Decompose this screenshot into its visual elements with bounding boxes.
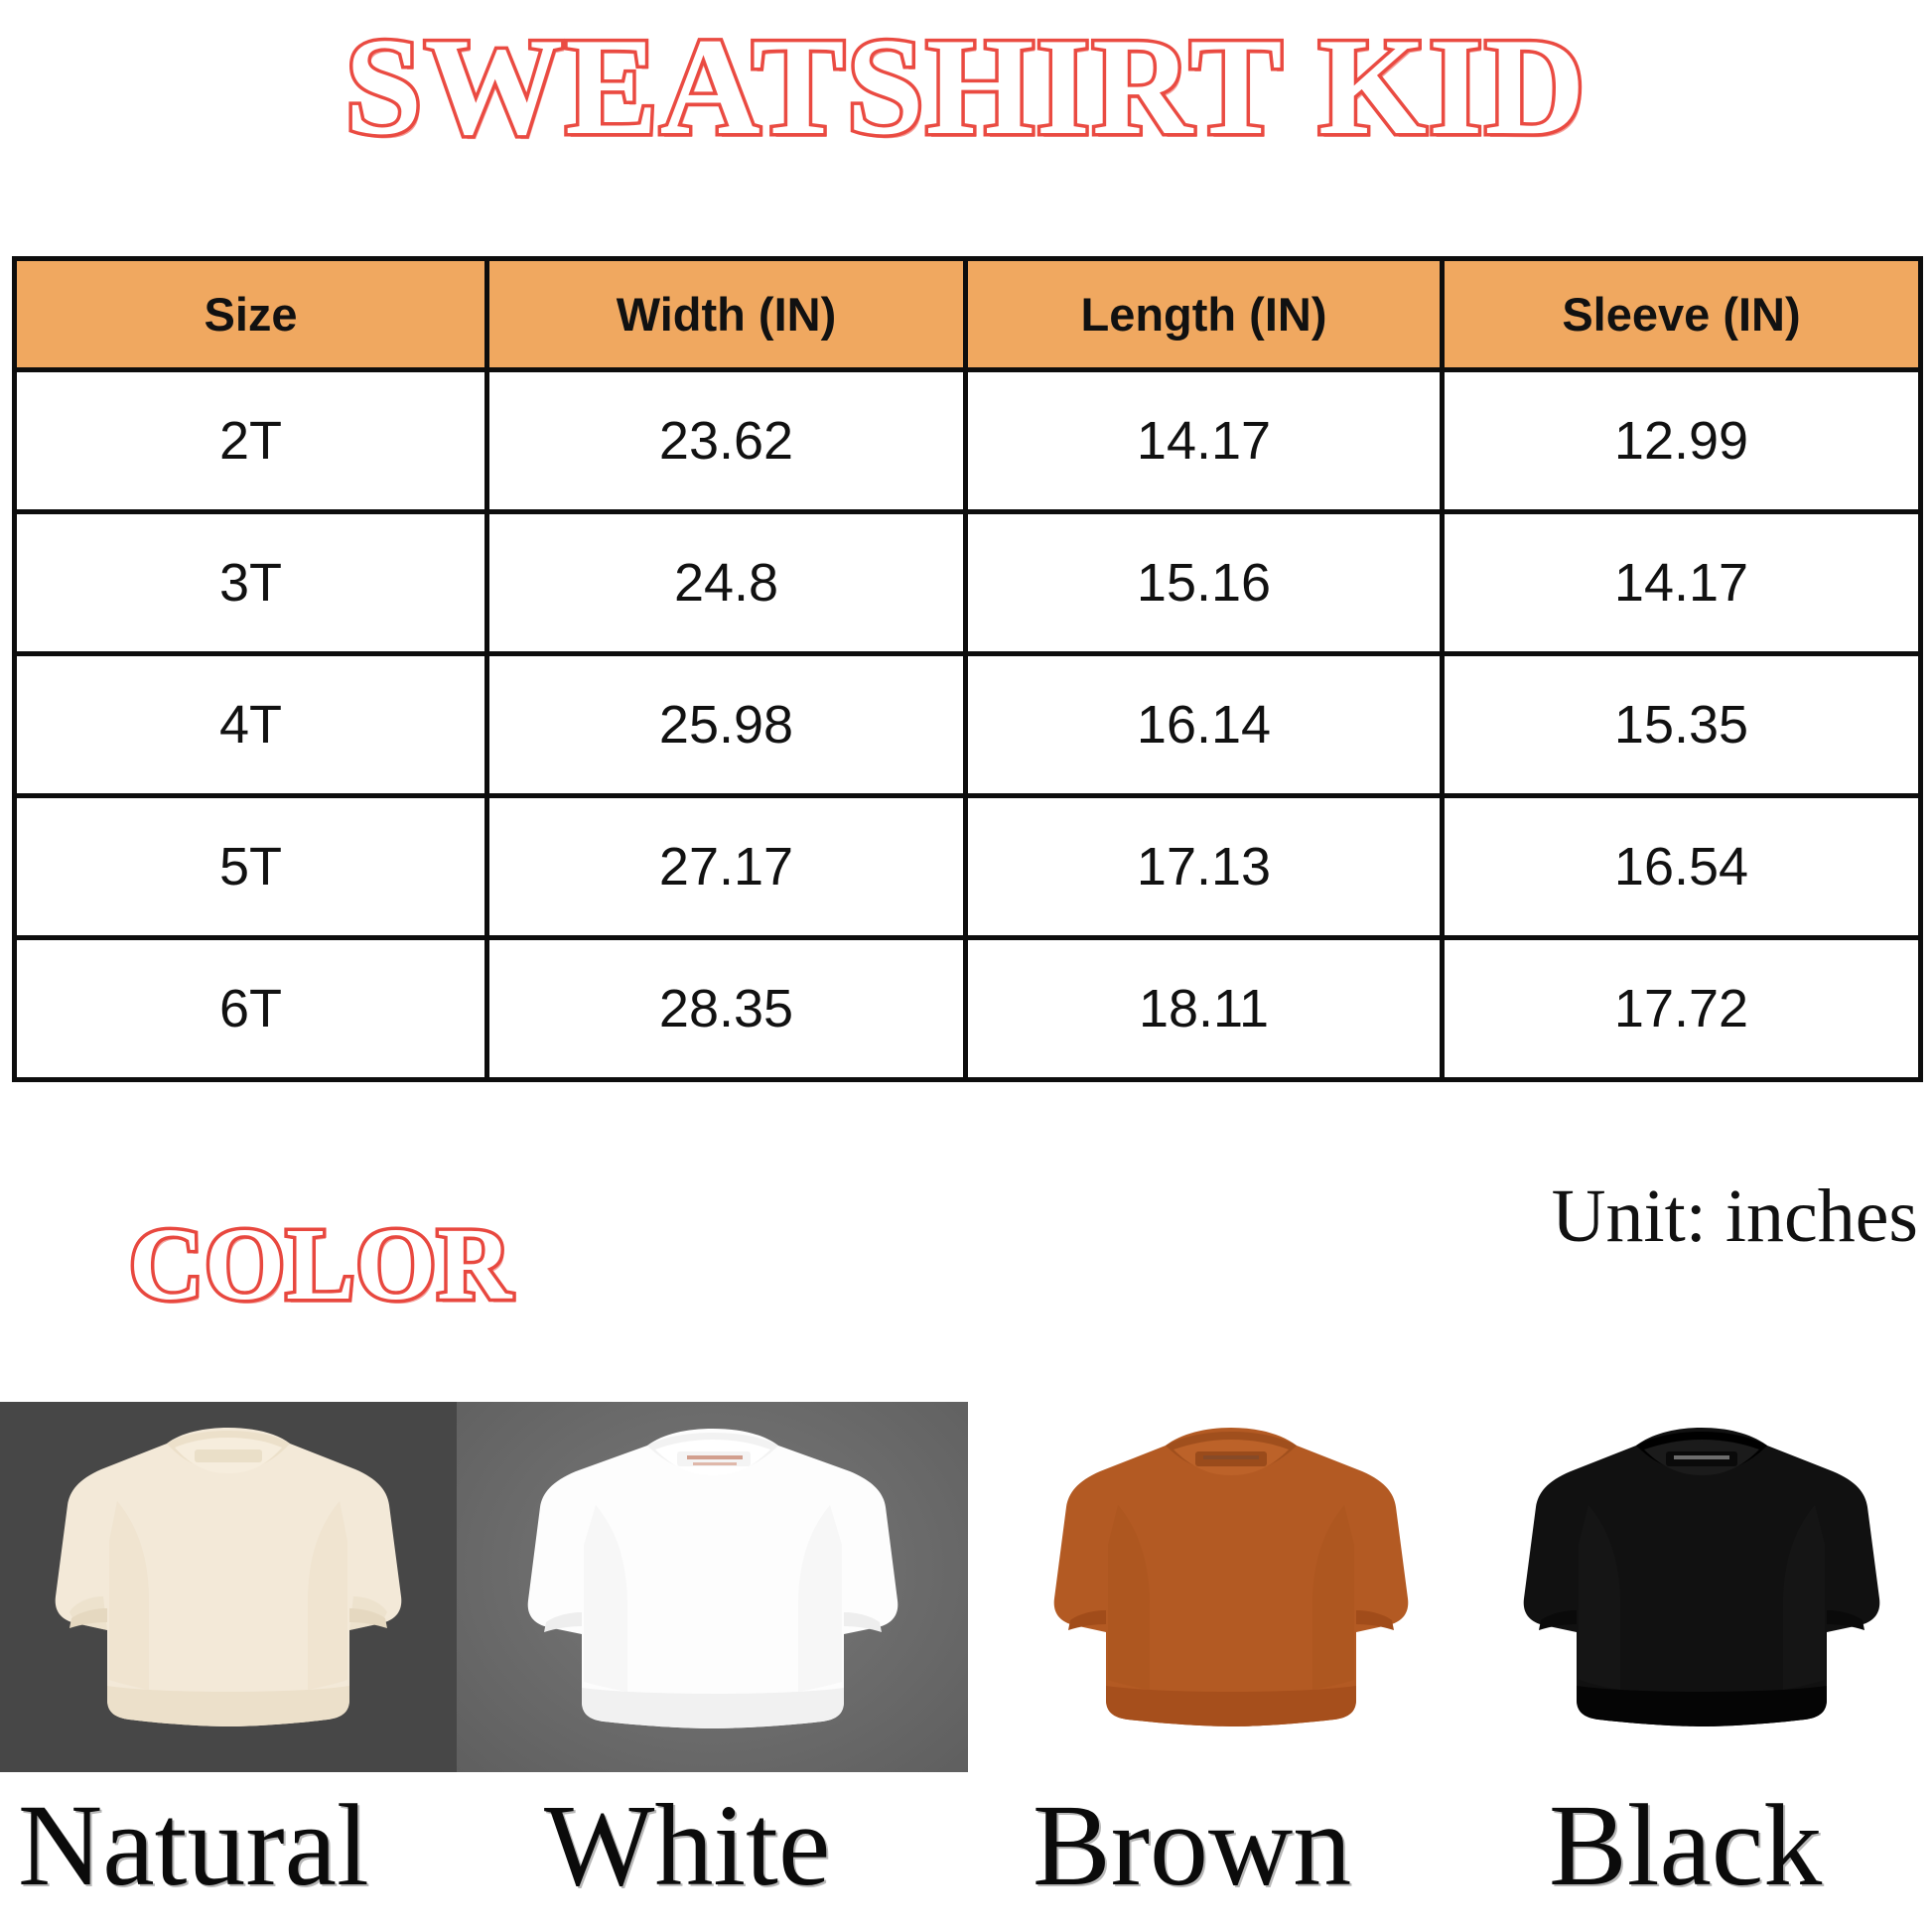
cell-size: 5T (12, 793, 489, 940)
cell-sleeve: 14.17 (1440, 509, 1923, 656)
cell-sleeve: 12.99 (1440, 367, 1923, 514)
cell-length: 16.14 (963, 651, 1445, 798)
column-header-size: Size (12, 256, 489, 372)
color-section-heading: COLOR (125, 1207, 514, 1321)
color-label-natural: Natural (18, 1780, 369, 1910)
swatch-brown (1003, 1402, 1459, 1772)
cell-sleeve: 15.35 (1440, 651, 1923, 798)
cell-length: 17.13 (963, 793, 1445, 940)
cell-size: 3T (12, 509, 489, 656)
column-header-width: Width (IN) (484, 256, 968, 372)
cell-width: 28.35 (484, 935, 968, 1082)
column-header-length: Length (IN) (963, 256, 1445, 372)
color-label-brown: Brown (1033, 1780, 1352, 1910)
color-label-black: Black (1549, 1780, 1823, 1910)
cell-width: 24.8 (484, 509, 968, 656)
swatch-natural (0, 1402, 457, 1772)
cell-size: 2T (12, 367, 489, 514)
cell-sleeve: 17.72 (1440, 935, 1923, 1082)
table-row: 2T 23.62 14.17 12.99 (12, 367, 1923, 514)
column-header-sleeve: Sleeve (IN) (1440, 256, 1923, 372)
sweatshirt-image-black (1469, 1402, 1932, 1772)
color-label-white: White (544, 1780, 831, 1910)
sweatshirt-image-white (457, 1402, 968, 1772)
cell-width: 23.62 (484, 367, 968, 514)
cell-sleeve: 16.54 (1440, 793, 1923, 940)
sweatshirt-image-natural (0, 1402, 457, 1772)
cell-size: 6T (12, 935, 489, 1082)
table-header-row: Size Width (IN) Length (IN) Sleeve (IN) (12, 256, 1923, 372)
size-chart-table: Size Width (IN) Length (IN) Sleeve (IN) … (12, 256, 1923, 1082)
cell-width: 27.17 (484, 793, 968, 940)
swatch-white (457, 1402, 968, 1772)
page-title: SWEATSHIRT KID (342, 10, 1588, 164)
color-swatch-strip (0, 1402, 1932, 1772)
sweatshirt-image-brown (1003, 1402, 1459, 1772)
cell-length: 15.16 (963, 509, 1445, 656)
table-row: 4T 25.98 16.14 15.35 (12, 651, 1923, 798)
unit-note: Unit: inches (1551, 1174, 1918, 1258)
table-row: 3T 24.8 15.16 14.17 (12, 509, 1923, 656)
cell-size: 4T (12, 651, 489, 798)
swatch-black (1469, 1402, 1932, 1772)
table-row: 6T 28.35 18.11 17.72 (12, 935, 1923, 1082)
cell-length: 14.17 (963, 367, 1445, 514)
table-row: 5T 27.17 17.13 16.54 (12, 793, 1923, 940)
cell-width: 25.98 (484, 651, 968, 798)
cell-length: 18.11 (963, 935, 1445, 1082)
